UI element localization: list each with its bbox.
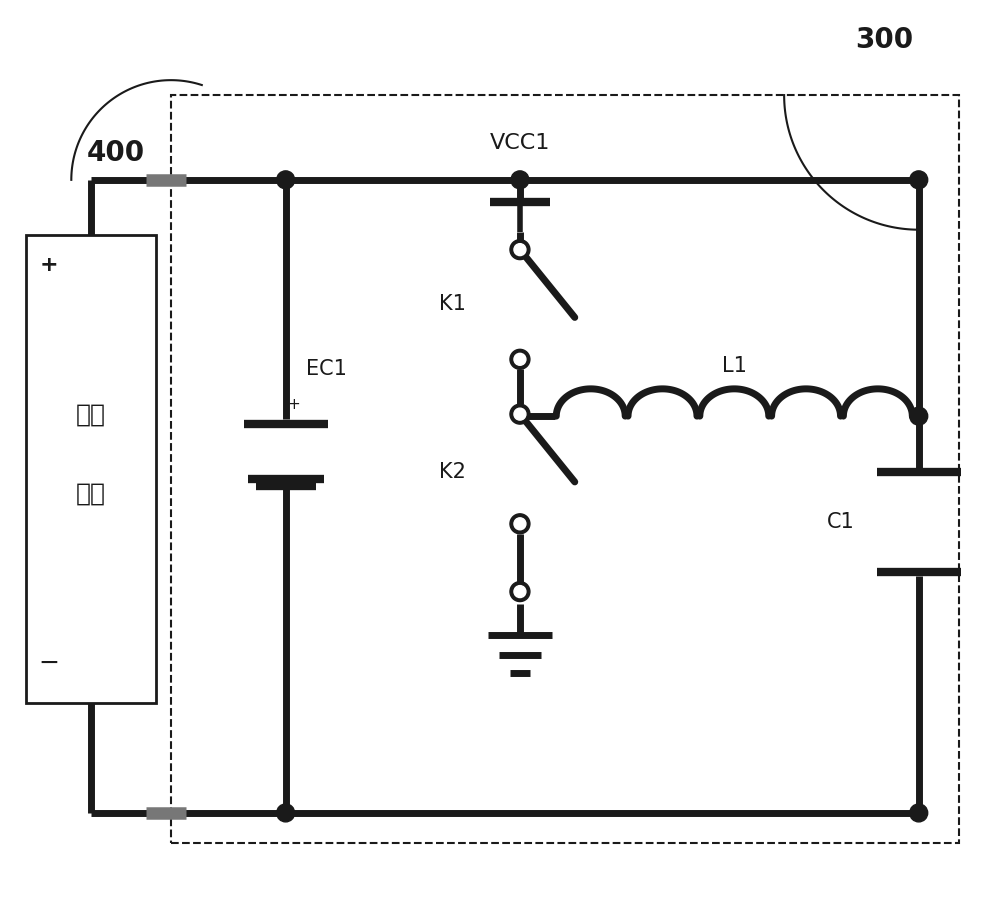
Text: K2: K2 xyxy=(439,462,466,482)
Circle shape xyxy=(910,804,928,822)
Circle shape xyxy=(514,586,526,598)
Text: L1: L1 xyxy=(722,356,747,377)
Circle shape xyxy=(510,581,530,601)
Circle shape xyxy=(910,407,928,425)
Circle shape xyxy=(510,404,530,424)
Text: EC1: EC1 xyxy=(306,359,346,379)
Text: VCC1: VCC1 xyxy=(490,133,550,153)
Circle shape xyxy=(514,244,526,256)
Text: −: − xyxy=(39,652,60,675)
Text: 400: 400 xyxy=(87,139,145,167)
Circle shape xyxy=(910,171,928,189)
Text: 300: 300 xyxy=(855,27,913,54)
Text: 电源: 电源 xyxy=(76,402,106,426)
Circle shape xyxy=(511,171,529,189)
Circle shape xyxy=(277,804,295,822)
Circle shape xyxy=(277,171,295,189)
Circle shape xyxy=(514,354,526,366)
Text: K1: K1 xyxy=(439,294,466,314)
Text: 电路: 电路 xyxy=(76,482,106,505)
Circle shape xyxy=(510,514,530,534)
Circle shape xyxy=(510,239,530,260)
Bar xyxy=(171,95,959,843)
Text: +: + xyxy=(40,255,59,274)
Bar xyxy=(26,235,156,703)
Circle shape xyxy=(514,409,526,420)
Circle shape xyxy=(514,518,526,530)
Text: C1: C1 xyxy=(827,512,855,532)
Circle shape xyxy=(510,349,530,369)
Text: +: + xyxy=(287,397,300,411)
